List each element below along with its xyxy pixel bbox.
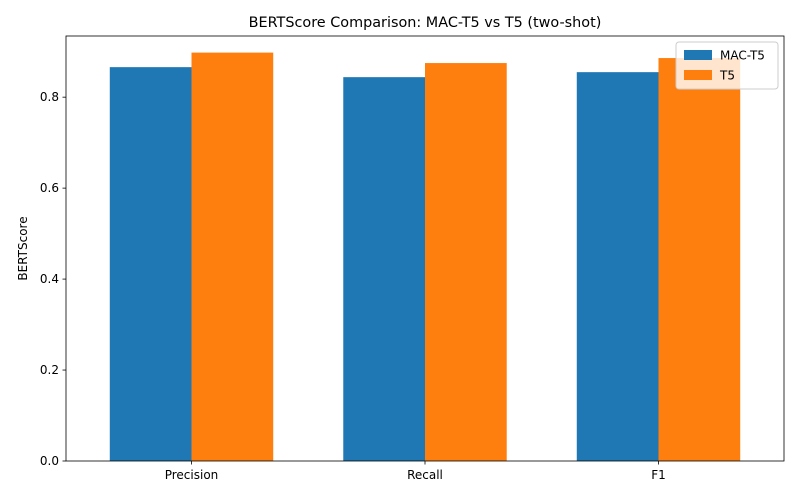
bar-t5-precision — [191, 52, 274, 461]
plot-area — [65, 35, 785, 462]
bar-t5-f1 — [658, 58, 741, 461]
bar-mac-t5-precision — [109, 67, 192, 462]
chart-title: BERTScore Comparison: MAC-T5 vs T5 (two-… — [249, 15, 602, 31]
legend-label: MAC-T5 — [720, 49, 765, 63]
bar-mac-t5-recall — [343, 77, 425, 461]
x-tick-label: F1 — [651, 468, 666, 482]
y-axis: 0.0 0.2 0.4 0.6 0.8 — [40, 90, 66, 468]
legend: MAC-T5 T5 — [675, 41, 779, 90]
y-tick-label: 0.8 — [40, 90, 59, 104]
legend-swatch — [684, 70, 712, 80]
y-tick-label: 0.4 — [40, 272, 59, 286]
y-axis-label: BERTScore — [16, 216, 30, 280]
y-tick-label: 0.0 — [40, 454, 59, 468]
y-tick-label: 0.6 — [40, 181, 59, 195]
x-axis: Precision Recall F1 — [165, 461, 666, 482]
x-tick-label: Precision — [165, 468, 219, 482]
bar-t5-recall — [425, 63, 507, 461]
y-tick-label: 0.2 — [40, 363, 59, 377]
bar-mac-t5-f1 — [576, 72, 659, 461]
legend-label: T5 — [719, 69, 735, 83]
x-tick-label: Recall — [407, 468, 443, 482]
legend-swatch — [684, 50, 712, 60]
